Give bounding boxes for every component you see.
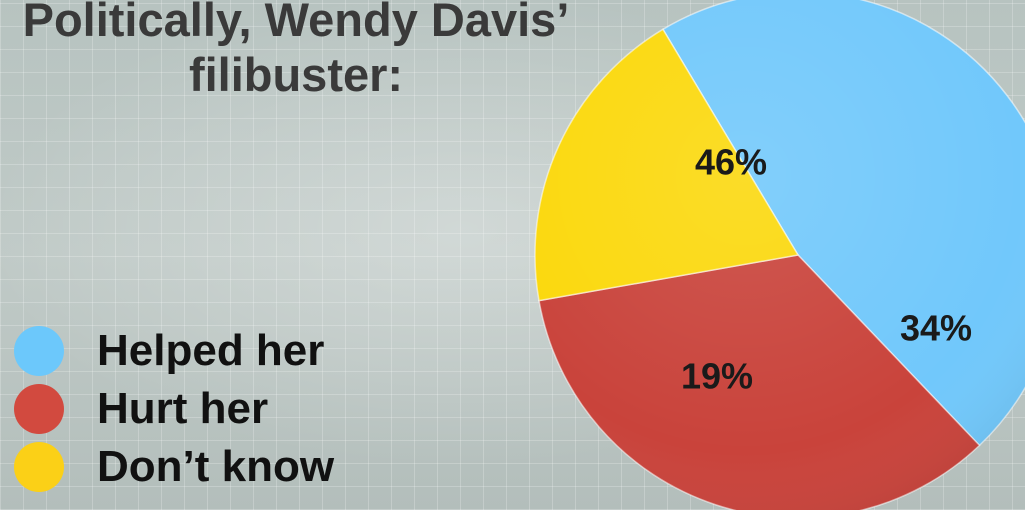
legend-swatch-dont-know	[14, 442, 64, 492]
legend-swatch-hurt	[14, 384, 64, 434]
legend-swatch-helped	[14, 326, 64, 376]
chart-title: Politically, Wendy Davis’ filibuster:	[0, 0, 606, 102]
chart-title-line-1: Politically, Wendy Davis’	[22, 0, 570, 46]
legend-label-hurt: Hurt her	[97, 384, 269, 433]
legend-label-helped: Helped her	[97, 326, 325, 375]
pie-slices	[534, 0, 1025, 510]
pie-label-helped: 46%	[695, 142, 767, 183]
pie-label-dont-know: 19%	[681, 356, 753, 397]
chart-title-line-2: filibuster:	[188, 48, 404, 101]
legend-label-dont-know: Don’t know	[97, 442, 335, 491]
pie-label-hurt: 34%	[900, 308, 972, 349]
pie-labels: 46% 34% 19%	[681, 142, 972, 397]
